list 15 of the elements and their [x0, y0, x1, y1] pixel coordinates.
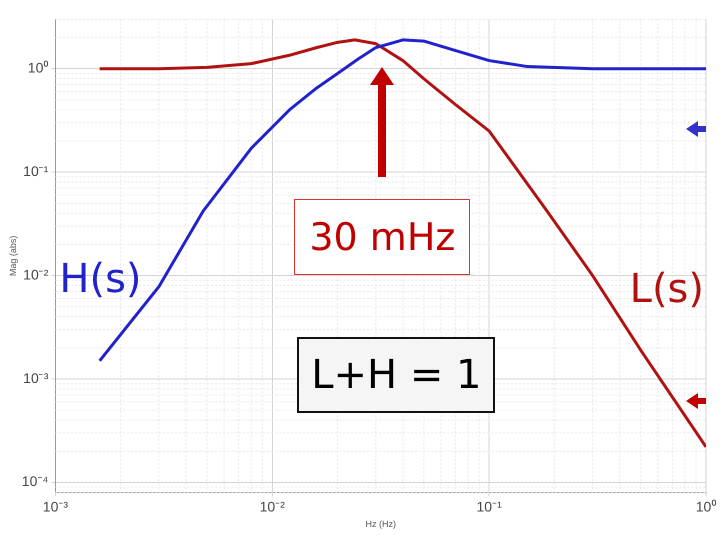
series-label: L(s) — [630, 266, 704, 312]
annotation: 30 mHz — [294, 199, 470, 276]
y-tick-label: 10⁻³ — [23, 370, 49, 386]
y-tick-label: 10⁻⁴ — [22, 473, 48, 490]
x-tick-label: 10⁰ — [696, 498, 716, 515]
y-tick-label: 10⁻¹ — [23, 163, 49, 180]
y-tick-label: 10⁻² — [23, 266, 49, 282]
y-axis-title: Mag (abs) — [8, 236, 18, 276]
x-tick-label: 10⁻¹ — [476, 498, 502, 515]
series-label: H(s) — [59, 256, 142, 302]
x-axis-title: Hz (Hz) — [365, 519, 396, 530]
x-tick-label: 10⁻² — [260, 498, 286, 515]
x-tick-label: 10⁻³ — [42, 498, 68, 515]
y-tick-label: 10⁰ — [28, 60, 48, 76]
annotation: L+H = 1 — [297, 337, 496, 414]
